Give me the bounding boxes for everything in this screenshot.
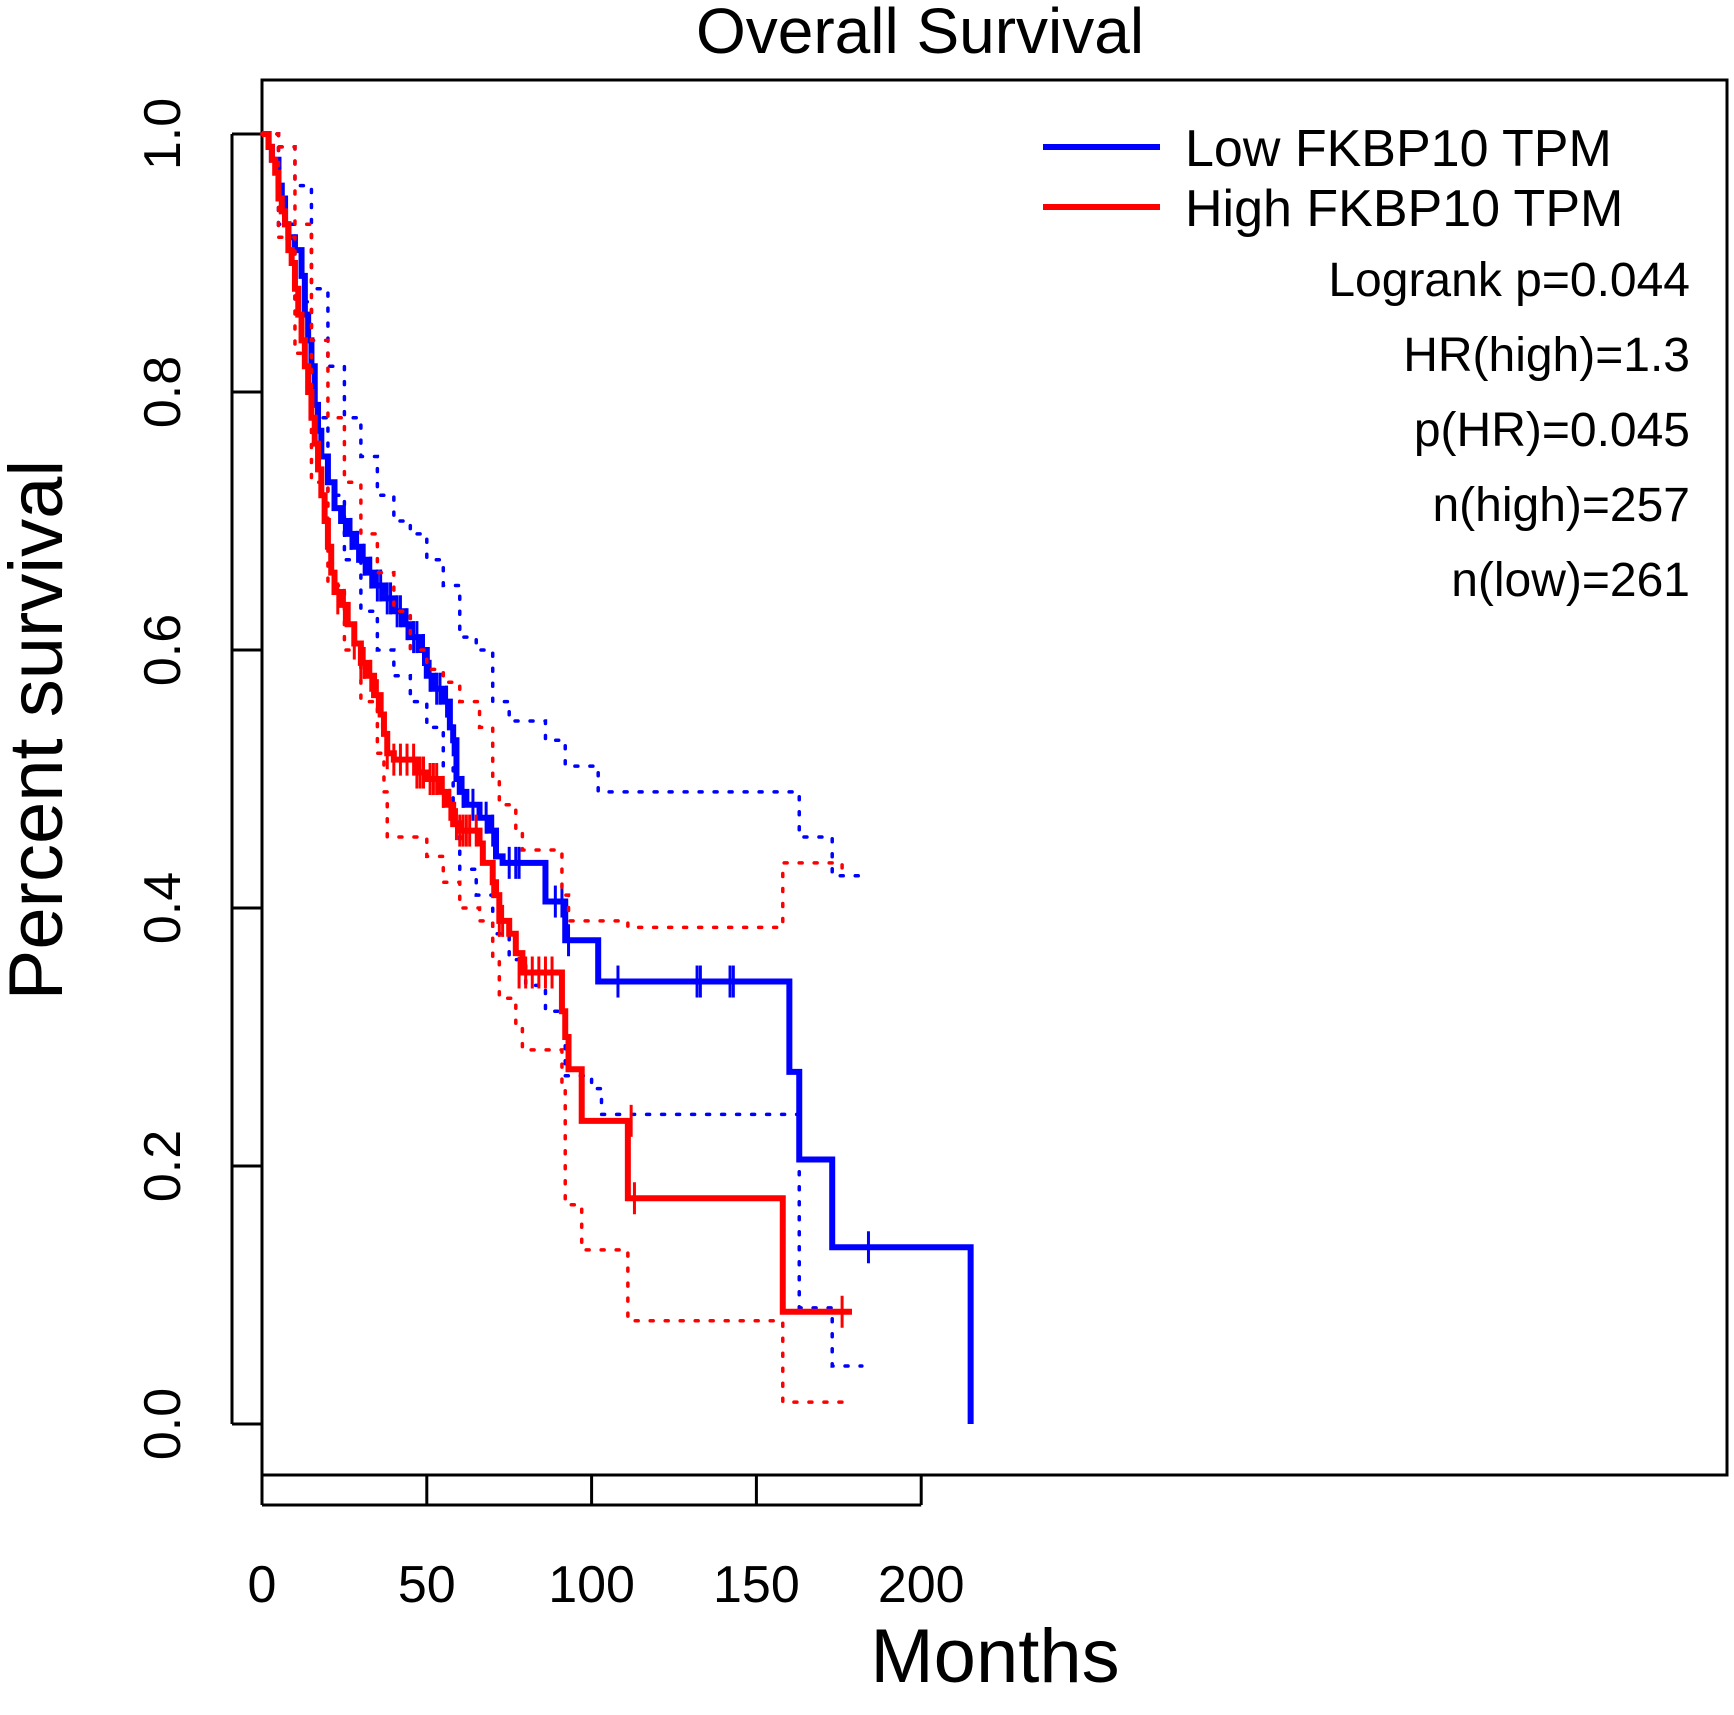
- plot-frame: [260, 78, 1729, 1477]
- y-tick-label: 0.2: [134, 1130, 192, 1202]
- legend: Low FKBP10 TPM High FKBP10 TPM: [1043, 120, 1623, 238]
- x-tick-label: 150: [713, 1556, 800, 1614]
- y-tick-label: 0.8: [134, 356, 192, 428]
- x-tick-label: 0: [248, 1556, 277, 1614]
- survival-curve-low: [262, 131, 974, 1424]
- series-low: [260, 131, 974, 1424]
- y-axis-title: Percent survival: [0, 460, 79, 1001]
- y-tick-label: 1.0: [134, 98, 192, 170]
- x-tick-label: 200: [878, 1556, 965, 1614]
- survival-curve-high: [262, 131, 852, 1315]
- hr-p-value: p(HR)=0.045: [1414, 404, 1690, 457]
- x-axis: 0 50 100 150 200: [248, 1475, 965, 1614]
- n-high: n(high)=257: [1432, 479, 1690, 532]
- chart-title: Overall Survival: [696, 0, 1144, 67]
- y-tick-label: 0.0: [134, 1388, 192, 1460]
- logrank-p-value: Logrank p=0.044: [1328, 254, 1690, 307]
- y-tick-label: 0.6: [134, 614, 192, 686]
- hazard-ratio: HR(high)=1.3: [1403, 329, 1690, 382]
- ci-upper-low: [260, 132, 864, 878]
- legend-label-low: Low FKBP10 TPM: [1185, 120, 1612, 178]
- y-tick-label: 0.4: [134, 872, 192, 944]
- ci-lower-high: [260, 132, 848, 1404]
- legend-label-high: High FKBP10 TPM: [1185, 180, 1623, 238]
- statistics-annotations: Logrank p=0.044 HR(high)=1.3 p(HR)=0.045…: [1328, 254, 1690, 607]
- ci-lower-low: [260, 132, 864, 1368]
- x-tick-label: 100: [548, 1556, 635, 1614]
- series-layer: [260, 131, 974, 1424]
- x-axis-title: Months: [870, 1614, 1119, 1699]
- series-high: [260, 131, 852, 1404]
- n-low: n(low)=261: [1451, 554, 1690, 607]
- y-axis: 0.0 0.2 0.4 0.6 0.8 1.0: [134, 98, 262, 1460]
- ci-upper-high: [260, 132, 844, 930]
- x-tick-label: 50: [398, 1556, 456, 1614]
